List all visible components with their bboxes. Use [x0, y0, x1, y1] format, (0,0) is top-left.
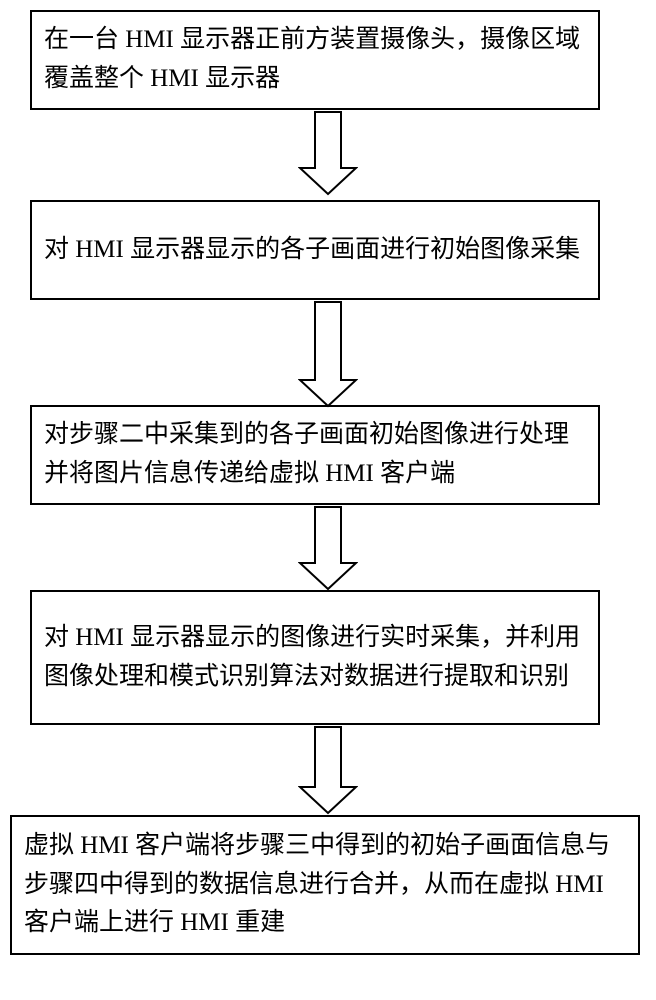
flow-node-n4: 对 HMI 显示器显示的图像进行实时采集，并利用图像处理和模式识别算法对数据进行… [30, 590, 600, 725]
flow-arrow-2 [298, 300, 358, 413]
flow-node-n2: 对 HMI 显示器显示的各子画面进行初始图像采集 [30, 200, 600, 300]
flow-node-n3: 对步骤二中采集到的各子画面初始图像进行处理并将图片信息传递给虚拟 HMI 客户端 [30, 405, 600, 505]
flowchart-canvas: 在一台 HMI 显示器正前方装置摄像头，摄像区域覆盖整个 HMI 显示器对 HM… [0, 0, 656, 1000]
flow-node-n1: 在一台 HMI 显示器正前方装置摄像头，摄像区域覆盖整个 HMI 显示器 [30, 10, 600, 110]
flow-arrow-4 [298, 725, 358, 820]
flow-node-text-n3: 对步骤二中采集到的各子画面初始图像进行处理并将图片信息传递给虚拟 HMI 客户端 [44, 416, 586, 494]
flow-node-text-n2: 对 HMI 显示器显示的各子画面进行初始图像采集 [44, 231, 580, 270]
flow-arrow-3 [298, 505, 358, 596]
flow-node-text-n4: 对 HMI 显示器显示的图像进行实时采集，并利用图像处理和模式识别算法对数据进行… [44, 619, 586, 697]
flow-arrow-1 [298, 110, 358, 201]
flow-node-text-n1: 在一台 HMI 显示器正前方装置摄像头，摄像区域覆盖整个 HMI 显示器 [44, 21, 586, 99]
flow-node-text-n5: 虚拟 HMI 客户端将步骤三中得到的初始子画面信息与步骤四中得到的数据信息进行合… [24, 827, 626, 943]
flow-node-n5: 虚拟 HMI 客户端将步骤三中得到的初始子画面信息与步骤四中得到的数据信息进行合… [10, 815, 640, 955]
